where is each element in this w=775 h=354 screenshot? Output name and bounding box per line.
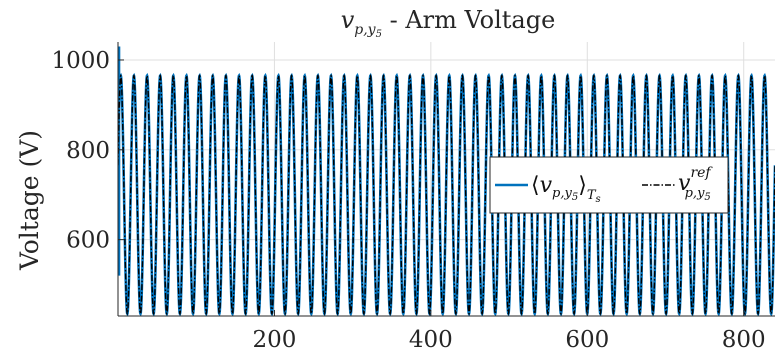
x-tick-label: 200 [252,327,296,353]
title-var: v [341,6,355,34]
legend-entry-reference-voltage: vref p,y5 [678,165,713,203]
legend-0-var: v [540,173,553,198]
legend-1-var: v [678,171,691,196]
legend-entry-average-voltage: ⟨vp,y5⟩Ts [531,173,601,205]
series-line-reference-voltage [118,74,775,316]
title-subsub: 5 [376,29,382,40]
plot-area: 200 400 600 800 600 800 1000 [51,42,775,353]
title-sub: p,y [354,22,376,38]
legend-0-closesub: T [587,188,597,203]
legend-0-sub: p,y [552,186,572,201]
y-tick-label: 600 [66,228,110,254]
y-axis-label: Voltage (V) [15,130,44,271]
y-tick-label: 1000 [51,48,110,74]
x-tick-label: 800 [722,327,766,353]
y-tick-label: 800 [66,138,110,164]
legend-0-closesubsub: s [595,194,600,205]
legend-1-sup: ref [690,165,713,181]
x-tick-label: 600 [565,327,609,353]
legend-1-subsub: 5 [704,192,710,203]
title-rest: - Arm Voltage [382,6,555,34]
axis-ticks: 200 400 600 800 600 800 1000 [51,48,765,353]
legend-0-open: ⟨ [531,173,540,198]
legend-1-sub: p,y [685,186,705,201]
legend: ⟨vp,y5⟩Ts vref p,y5 [489,156,729,214]
legend-0-close: ⟩ [578,173,587,198]
x-tick-label: 400 [409,327,453,353]
chart-title: vp,y5 - Arm Voltage [341,6,556,40]
legend-box [489,156,729,214]
legend-0-subsub: 5 [572,192,578,203]
